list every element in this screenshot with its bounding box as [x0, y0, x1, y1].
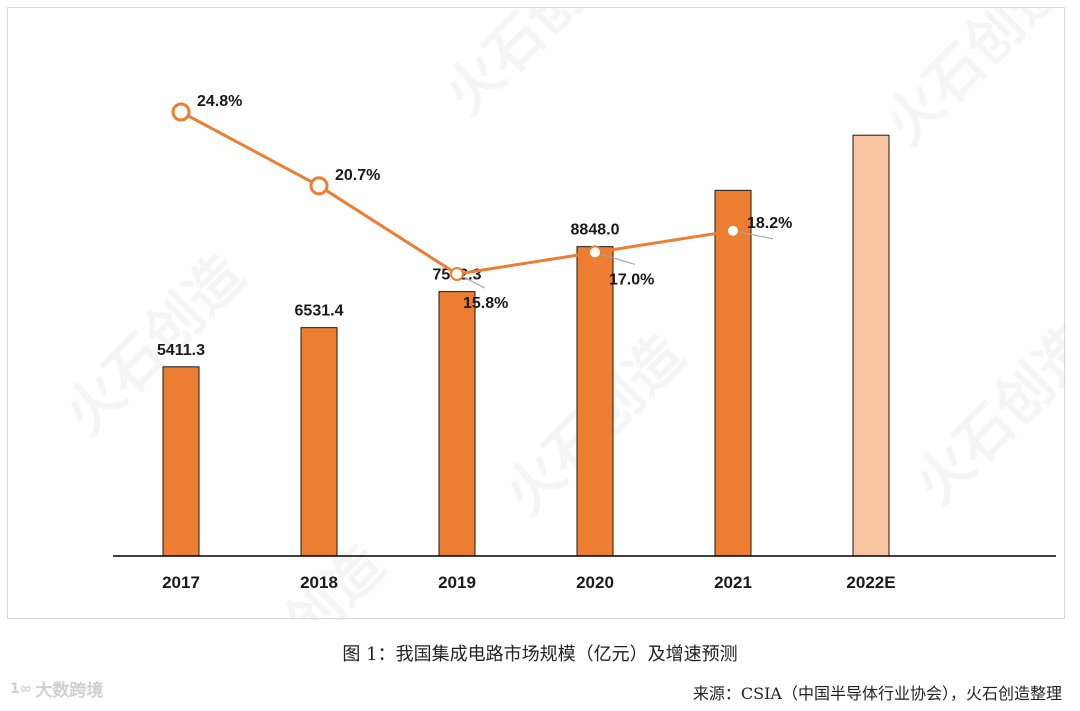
- growth-line-group: 24.8% 20.7% 15.8% 17.0% 18.2%: [171, 93, 792, 312]
- growth-line: [180, 110, 734, 276]
- figure-caption: 图 1：我国集成电路市场规模（亿元）及增速预测: [342, 644, 738, 665]
- bars-group: [162, 134, 890, 557]
- source-note: 来源：CSIA（中国半导体行业协会），火石创造整理: [692, 684, 1062, 703]
- growth-point-2021: [726, 223, 740, 238]
- bar-label-2018: 6531.4: [295, 303, 344, 320]
- bar-2019: [438, 291, 476, 557]
- chart-frame: 火石创造火石创造火石创造火石创造火石创造火石创造 201720182019202…: [7, 7, 1066, 620]
- x-tick-2019: 2019: [438, 573, 476, 592]
- x-tick-labels: 2017 2018 2019 2020 2021 2022E: [162, 573, 896, 592]
- bar-2020: [576, 246, 614, 557]
- bar-2022E: [852, 134, 890, 557]
- growth-label-2018: 20.7%: [335, 167, 380, 184]
- watermark-text-2: 火石创造: [53, 243, 257, 447]
- growth-label-2019: 15.8%: [463, 295, 508, 312]
- x-tick-2020: 2020: [576, 573, 614, 592]
- x-tick-2021: 2021: [714, 573, 752, 592]
- watermark-text-1: 火石创造: [873, 8, 1066, 157]
- bar-2017: [162, 366, 200, 557]
- watermark-text-0: 火石创造: [433, 8, 637, 127]
- watermark-text-5: 火石创造: [193, 533, 397, 620]
- x-tick-2022E: 2022E: [846, 573, 895, 592]
- bottom-watermark: 1∞ 大数跨境: [10, 676, 104, 702]
- watermark-logo-icon: 1∞: [10, 680, 32, 697]
- chart-area: 火石创造火石创造火石创造火石创造火石创造火石创造 201720182019202…: [53, 8, 1066, 620]
- x-tick-2017: 2017: [162, 573, 200, 592]
- bar-2018: [300, 327, 338, 557]
- x-tick-2018: 2018: [300, 573, 338, 592]
- growth-label-2017: 24.8%: [197, 93, 242, 110]
- watermark-text: 大数跨境: [35, 681, 104, 701]
- bar-label-2017: 5411.3: [157, 342, 205, 359]
- growth-point-2020: [588, 245, 602, 260]
- watermark-text-4: 火石创造: [903, 313, 1066, 517]
- growth-label-2021: 18.2%: [747, 215, 792, 232]
- growth-point-2019: [450, 267, 464, 281]
- bar-2021: [714, 189, 752, 557]
- bar-label-2020: 8848.0: [571, 222, 620, 239]
- growth-label-2020: 17.0%: [609, 271, 654, 288]
- growth-point-2018: [309, 176, 329, 196]
- growth-point-2017: [171, 102, 191, 122]
